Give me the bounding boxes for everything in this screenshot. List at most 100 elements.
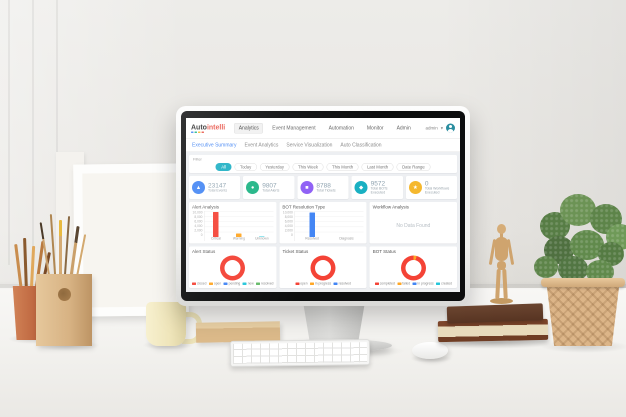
workflows-icon: ★ [408,180,422,194]
plot-area: Resolved Diagnosis [294,210,364,241]
menu-item-automation[interactable]: Automation [328,125,354,131]
kpi-total-bots: ◆ 9572 Total BOTs Executed [351,176,403,199]
wall-panel-groove [56,0,58,265]
legend-item[interactable]: resolved [256,282,273,285]
filter-chips: All Today Yesterday This Week This Month… [193,163,453,171]
chip-yesterday[interactable]: Yesterday [259,163,290,171]
chip-this-week[interactable]: This Week [292,163,324,171]
legend-item[interactable]: in progress [412,282,434,285]
x-label: Diagnosis [339,236,354,241]
alert-status-panel: Alert Status closed open pending new res… [189,246,277,288]
legend-item[interactable]: failed [397,282,410,285]
menu-item-admin[interactable]: Admin [396,125,411,131]
plot-area: Critical Warning Unknown [204,210,274,241]
kpi-label: Total Tickets [316,189,336,193]
top-navbar: Autointelli Analytics Event Management A… [186,118,460,139]
legend-item[interactable]: completed [374,282,395,285]
charts-row: Alert Analysis 10,000 8,000 6,000 4,000 2,00… [189,201,458,244]
kpi-row: ▲ 23147 Total Events ● 9807 Total Alerts… [189,176,458,199]
filter-panel: Filter All Today Yesterday This Week Thi… [189,155,457,173]
panel-title: Alert Status [192,248,216,254]
alert-analysis-panel: Alert Analysis 10,000 8,000 6,000 4,000 2,00… [189,201,277,244]
legend-item[interactable]: resolved [333,282,351,285]
tab-service-visualization[interactable]: Service Visualization [286,142,333,148]
username-label: admin [425,125,438,131]
alerts-icon: ● [246,180,260,194]
legend: closed open pending new resolved [192,282,273,285]
ticket-status-panel: Ticket Status open in progress resolved [279,246,367,288]
legend-swatch [397,282,402,285]
y-axis: 10,000 8,000 6,000 4,000 2,000 0 [282,210,293,237]
dashboard-viewport: Autointelli Analytics Event Management A… [186,118,460,292]
keyboard-keys [232,342,368,364]
workflow-analysis-panel: Workflow Analysis No Data Found [369,201,458,244]
kpi-label: Total BOTs Executed [370,187,388,195]
logo-color-dots [191,131,225,133]
bot-resolution-chart: 10,000 8,000 6,000 4,000 2,000 0 Resolved Dia… [282,210,364,241]
legend-item[interactable]: in progress [310,282,331,285]
menu-item-event-management[interactable]: Event Management [272,125,316,131]
kpi-total-tickets: ■ 8788 Total Tickets [297,176,349,199]
tab-event-analytics[interactable]: Event Analytics [244,142,279,148]
tab-auto-classification[interactable]: Auto Classification [340,142,382,148]
y-axis: 10,000 8,000 6,000 4,000 2,000 0 [192,210,203,237]
bot-status-donut [400,255,426,281]
chip-last-month[interactable]: Last Month [361,163,394,171]
bar-critical [213,212,219,237]
keyboard [229,339,371,367]
legend-item[interactable]: new [242,282,254,285]
user-menu[interactable]: admin ▾ [425,123,455,133]
paint-brush [59,220,62,278]
legend-swatch [242,282,247,285]
monitor-screen: Autointelli Analytics Event Management A… [181,111,465,301]
panel-title: BOT Resolution Type [282,204,325,210]
kpi-value: 23147 [208,181,227,189]
chip-all[interactable]: All [215,163,232,171]
menu-item-analytics[interactable]: Analytics [234,122,264,134]
wall-panel-groove [32,0,34,265]
legend-swatch [223,282,228,285]
chip-this-month[interactable]: This Month [326,163,359,171]
tab-executive-summary[interactable]: Executive Summary [192,142,237,148]
legend-swatch [295,282,300,285]
status-row: Alert Status closed open pending new res… [189,246,458,288]
legend-swatch [208,282,213,285]
sub-tabs: Executive Summary Event Analytics Servic… [186,138,460,152]
legend-item[interactable]: pending [223,282,240,285]
kpi-label: Total Events [208,189,228,193]
mouse [412,342,448,359]
legend-item[interactable]: created [436,282,452,285]
chip-date-range[interactable]: Date Range [396,163,431,171]
kpi-total-events: ▲ 23147 Total Events [189,176,241,199]
filter-label: Filter [193,157,202,162]
gridlines [294,210,364,237]
wooden-brush-holder [36,274,92,346]
menu-item-monitor[interactable]: Monitor [366,125,384,131]
legend-swatch [256,282,261,285]
woven-basket-planter [546,282,620,346]
kpi-label: Total Alerts [262,189,280,193]
legend-item[interactable]: open [295,282,308,285]
panel-title: BOT Status [372,248,396,254]
monitor: Autointelli Analytics Event Management A… [176,106,470,306]
avatar[interactable] [446,123,455,133]
wall-panel-groove [8,0,10,265]
x-label: Critical [211,236,221,241]
logo-text-prefix: Auto [191,122,207,131]
main-menu: Analytics Event Management Automation Mo… [234,122,419,134]
legend-swatch [310,282,315,285]
alert-analysis-chart: 10,000 8,000 6,000 4,000 2,000 0 Critical War… [192,210,274,241]
chip-today[interactable]: Today [234,163,257,171]
no-data-message: No Data Found [396,223,431,229]
legend-swatch [412,282,417,285]
wooden-mannequin [482,224,522,312]
basket-rim [541,278,625,287]
legend-item[interactable]: open [208,282,221,285]
bot-status-panel: BOT Status completed failed in progress … [369,246,458,288]
legend-swatch [374,282,379,285]
logo-text-suffix: intelli [206,122,226,131]
legend-swatch [333,282,338,285]
app-logo[interactable]: Autointelli [191,123,225,133]
kpi-value: 9572 [370,179,386,187]
legend-item[interactable]: closed [192,282,206,285]
